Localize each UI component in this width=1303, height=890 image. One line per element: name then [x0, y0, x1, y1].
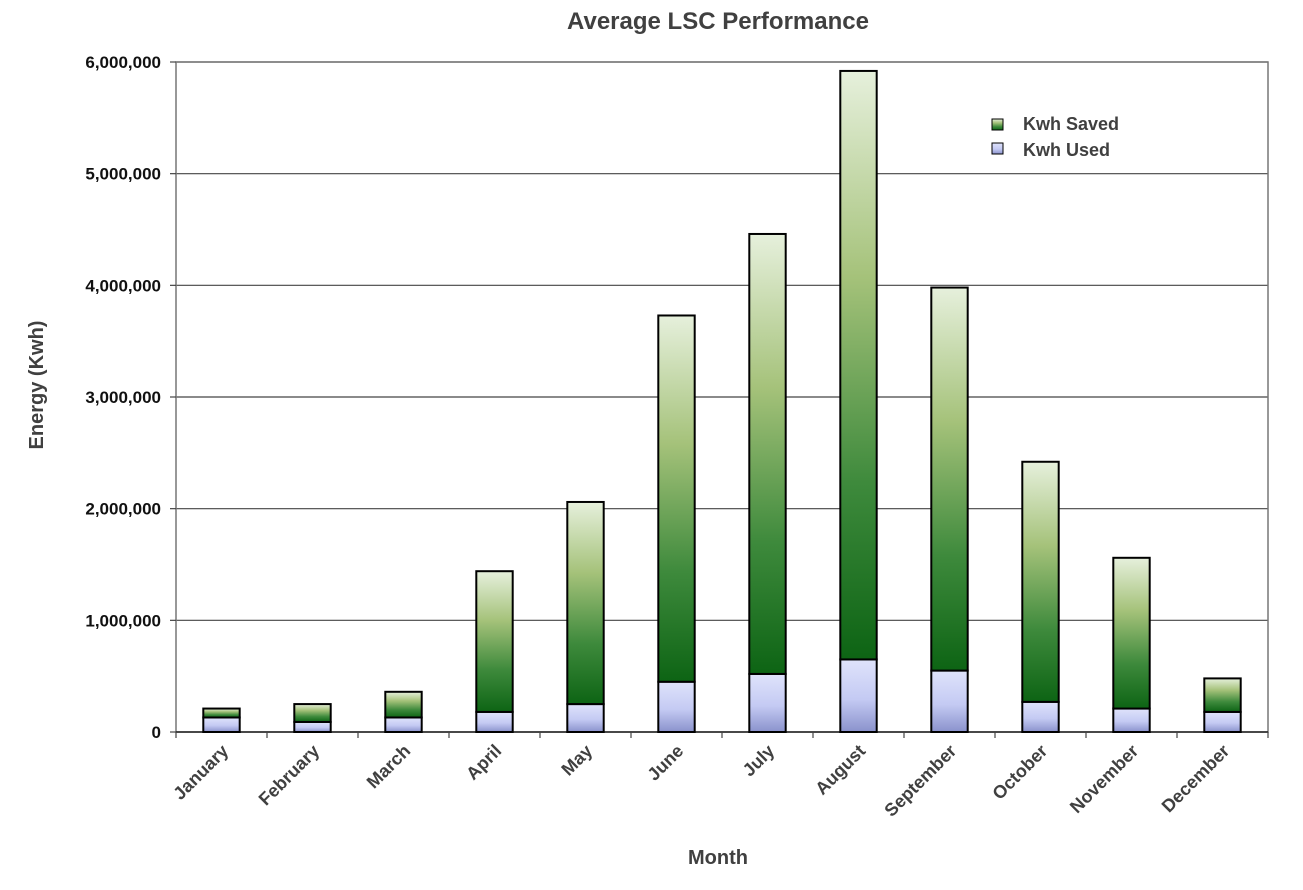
x-tick-label: April [462, 741, 505, 784]
bar-kwh-used-march [384, 716, 423, 734]
x-tick-label: November [1066, 741, 1142, 817]
x-tick-label: September [880, 741, 960, 821]
x-tick-label: June [643, 741, 687, 785]
y-axis-title: Energy (Kwh) [26, 321, 48, 450]
y-tick-label: 2,000,000 [85, 500, 161, 519]
bar-kwh-used-october [1021, 700, 1060, 733]
y-axis-ticks: 0 1,000,000 2,000,000 3,000,000 4,000,000 5,0… [85, 53, 176, 742]
bar-kwh-used-july [748, 672, 787, 734]
gridlines [175, 61, 1269, 733]
legend: Kwh Saved Kwh Used [991, 114, 1119, 160]
legend-swatch-kwh-used [991, 142, 1004, 155]
x-tick-label: March [363, 741, 415, 793]
legend-label-kwh-used: Kwh Used [1023, 140, 1110, 160]
bar-kwh-saved-november [1112, 556, 1151, 710]
bar-kwh-saved-july [748, 232, 787, 675]
x-tick-label: August [811, 741, 869, 799]
bar-kwh-saved-september [930, 286, 969, 672]
bars [202, 69, 1242, 734]
y-tick-label: 5,000,000 [85, 165, 161, 184]
bar-kwh-saved-march [384, 690, 423, 719]
x-axis-title: Month [688, 847, 748, 869]
bar-kwh-used-february [293, 720, 332, 734]
y-tick-label: 0 [152, 723, 161, 742]
bar-kwh-used-june [657, 680, 696, 733]
bar-kwh-used-december [1203, 710, 1242, 734]
y-tick-label: 4,000,000 [85, 276, 161, 295]
bar-kwh-saved-february [293, 703, 332, 723]
y-tick-label: 1,000,000 [85, 611, 161, 630]
bar-kwh-saved-january [202, 707, 241, 719]
bar-kwh-saved-april [475, 570, 514, 713]
chart-title: Average LSC Performance [567, 8, 869, 35]
x-tick-label: October [988, 741, 1051, 804]
bar-kwh-saved-august [839, 69, 878, 661]
x-tick-label: January [169, 741, 232, 804]
bar-kwh-used-april [475, 710, 514, 734]
x-tick-label: May [557, 741, 596, 780]
bar-kwh-saved-december [1203, 677, 1242, 713]
legend-swatch-kwh-saved [991, 118, 1004, 131]
x-tick-label: December [1158, 741, 1234, 817]
bar-kwh-saved-june [657, 314, 696, 683]
bar-kwh-used-november [1112, 707, 1151, 733]
y-tick-label: 6,000,000 [85, 53, 161, 72]
bar-kwh-used-may [566, 703, 605, 733]
x-axis-ticks: January February March April May June July Augu… [169, 732, 1269, 821]
y-tick-label: 3,000,000 [85, 388, 161, 407]
x-tick-label: July [739, 741, 779, 781]
bar-kwh-used-september [930, 669, 969, 733]
legend-label-kwh-saved: Kwh Saved [1023, 114, 1119, 134]
bar-kwh-saved-may [566, 500, 605, 706]
bar-kwh-saved-october [1021, 460, 1060, 703]
bar-kwh-used-january [202, 716, 241, 734]
bar-kwh-used-august [839, 658, 878, 734]
x-tick-label: February [255, 741, 324, 810]
